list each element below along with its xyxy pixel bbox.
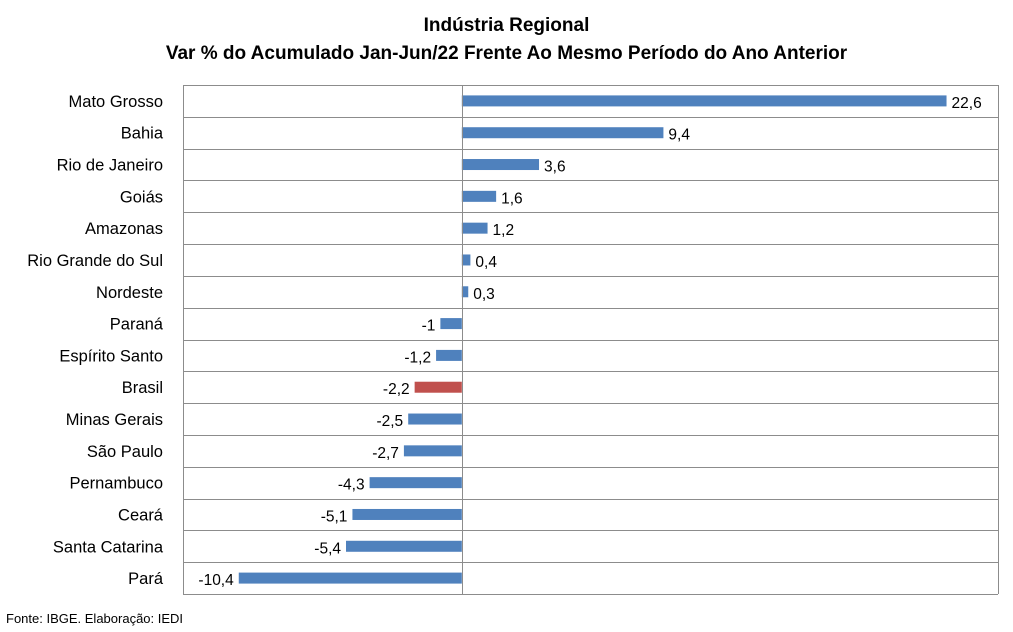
bar	[461, 286, 469, 298]
bar	[414, 381, 462, 393]
data-label: 1,6	[501, 190, 523, 207]
data-label: -2,5	[376, 413, 403, 430]
data-label: 1,2	[493, 222, 515, 239]
bar	[436, 349, 462, 361]
data-label: 9,4	[668, 127, 690, 144]
category-label: Mato Grosso	[69, 93, 163, 111]
category-label: Bahia	[121, 125, 164, 143]
data-label: -1	[422, 318, 436, 335]
data-label: 3,6	[544, 159, 566, 176]
data-label: -10,4	[198, 572, 234, 589]
category-label: Paraná	[110, 316, 164, 334]
bar	[461, 222, 488, 234]
bar	[238, 572, 462, 584]
chart-title-block: Indústria Regional Var % do Acumulado Ja…	[0, 12, 1013, 68]
data-label: 0,4	[475, 254, 497, 271]
chart-subtitle: Var % do Acumulado Jan-Jun/22 Frente Ao …	[165, 43, 848, 64]
bar	[408, 413, 462, 425]
bar	[403, 445, 462, 457]
category-label: Pernambuco	[69, 475, 163, 493]
data-label: -2,7	[372, 445, 399, 462]
data-label: -4,3	[338, 477, 365, 494]
bar	[461, 95, 947, 107]
data-label: 0,3	[473, 286, 495, 303]
category-label: Nordeste	[96, 284, 163, 302]
bar	[440, 318, 462, 330]
data-label: -2,2	[383, 381, 410, 398]
category-label: Minas Gerais	[66, 411, 163, 429]
bar	[461, 159, 540, 171]
bar	[369, 477, 462, 489]
category-label: Amazonas	[85, 220, 163, 238]
bar	[346, 540, 462, 552]
category-label: Goiás	[120, 188, 163, 206]
category-label: Brasil	[122, 379, 163, 397]
category-label: São Paulo	[87, 443, 163, 461]
category-label: Ceará	[118, 506, 164, 524]
chart-title: Indústria Regional	[423, 15, 590, 36]
category-label: Pará	[128, 570, 164, 588]
data-label: -1,2	[404, 349, 431, 366]
category-label: Rio de Janeiro	[57, 157, 163, 175]
source-note: Fonte: IBGE. Elaboração: IEDI	[6, 611, 184, 626]
data-label: 22,6	[952, 95, 982, 112]
data-label: -5,1	[321, 508, 348, 525]
bar	[461, 127, 664, 139]
category-label: Rio Grande do Sul	[27, 252, 163, 270]
data-label: -5,4	[314, 540, 341, 557]
category-label: Santa Catarina	[53, 538, 164, 556]
bar	[461, 190, 497, 202]
bar	[461, 254, 471, 266]
bar	[352, 508, 462, 520]
category-label: Espírito Santo	[59, 347, 163, 365]
